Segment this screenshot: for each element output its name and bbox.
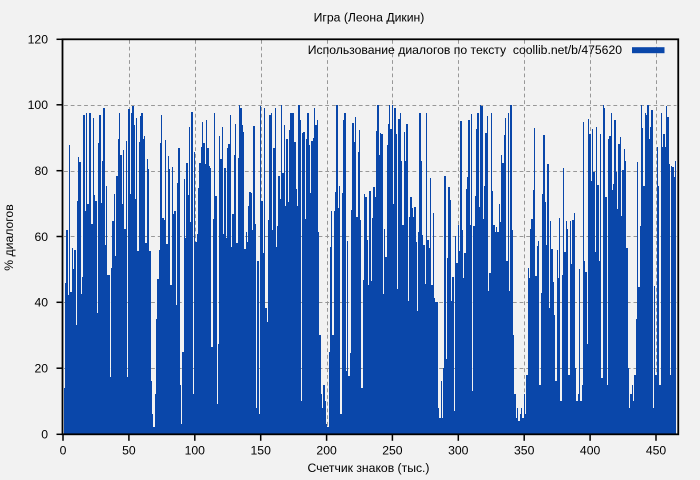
svg-text:Использование диалогов по текс: Использование диалогов по тексту coollib… [308, 43, 622, 57]
svg-text:60: 60 [34, 230, 48, 244]
svg-text:0: 0 [60, 444, 67, 458]
svg-text:0: 0 [41, 428, 48, 442]
svg-text:350: 350 [514, 444, 535, 458]
svg-text:Игра (Леона Дикин): Игра (Леона Дикин) [314, 11, 425, 25]
svg-text:50: 50 [122, 444, 136, 458]
svg-text:400: 400 [580, 444, 601, 458]
svg-text:200: 200 [316, 444, 337, 458]
svg-text:250: 250 [382, 444, 403, 458]
svg-text:150: 150 [251, 444, 272, 458]
svg-text:80: 80 [34, 164, 48, 178]
svg-text:100: 100 [28, 98, 49, 112]
svg-text:Счетчик знаков (тыс.): Счетчик знаков (тыс.) [308, 461, 430, 475]
svg-text:450: 450 [646, 444, 667, 458]
svg-text:300: 300 [448, 444, 469, 458]
svg-text:40: 40 [34, 296, 48, 310]
svg-text:20: 20 [34, 362, 48, 376]
svg-text:100: 100 [185, 444, 206, 458]
svg-text:120: 120 [28, 33, 49, 47]
svg-text:% диалогов: % диалогов [2, 204, 16, 270]
